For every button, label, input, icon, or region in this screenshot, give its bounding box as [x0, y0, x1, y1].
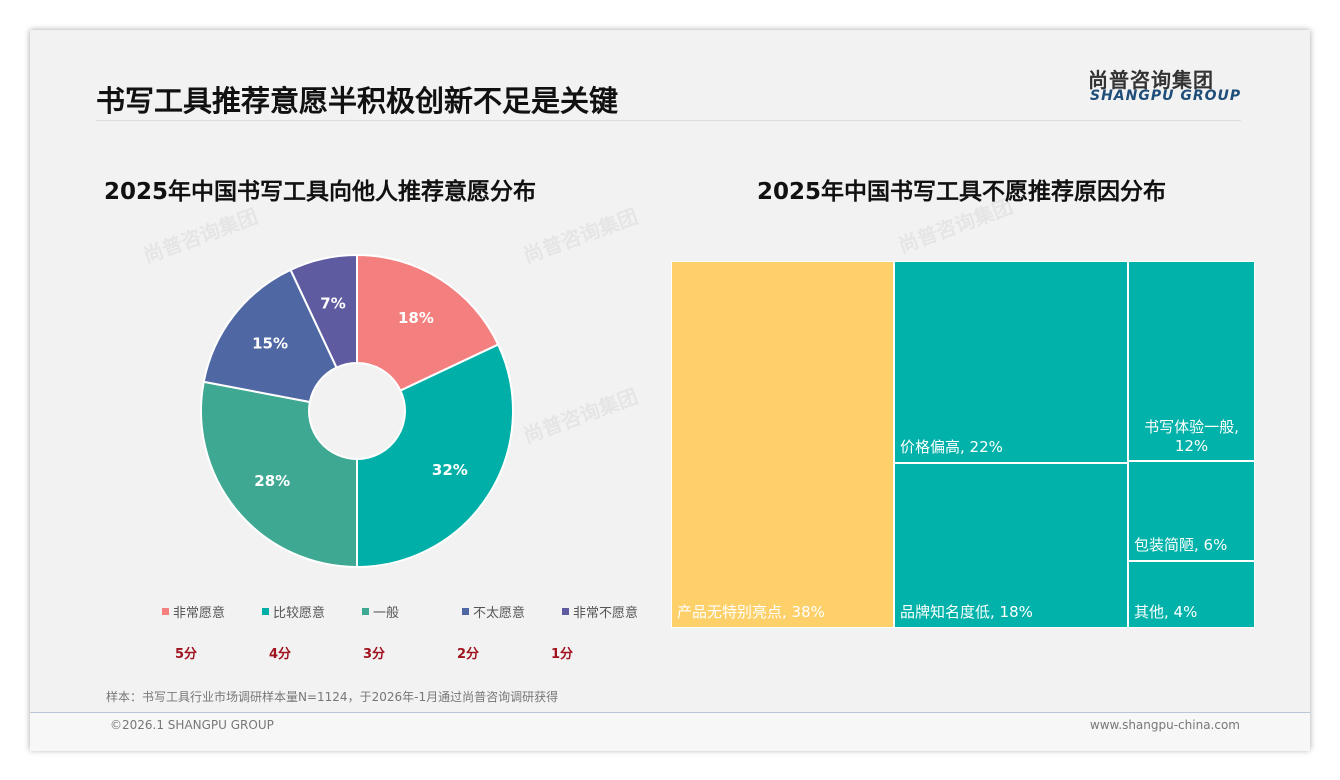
legend-swatch [162, 608, 169, 615]
score-row: 5分 4分 3分 2分 1分 [175, 643, 645, 662]
treemap-title: 2025年中国书写工具不愿推荐原因分布 [757, 179, 1167, 205]
treemap-cell: 品牌知名度低, 18% [894, 463, 1128, 628]
treemap-label: 产品无特别亮点, 38% [677, 603, 825, 621]
pie-legend: 非常愿意 比较愿意 一般 不太愿意 非常不愿意 [162, 602, 662, 621]
legend-item: 一般 [362, 602, 462, 621]
treemap-cell: 书写体验一般, 12% [1128, 261, 1255, 461]
divider [96, 120, 1241, 121]
pie-data-label: 15% [252, 335, 288, 353]
pie-title: 2025年中国书写工具向他人推荐意愿分布 [104, 179, 537, 205]
legend-label: 非常不愿意 [573, 606, 639, 621]
source-note: 样本：书写工具行业市场调研样本量N=1124，于2026年-1月通过尚普咨询调研… [106, 690, 559, 704]
pie-slice-1 [356, 343, 514, 569]
score-label: 2分 [457, 647, 480, 662]
treemap-cell: 产品无特别亮点, 38% [671, 261, 894, 628]
logo-subtext: SHANGPU GROUP [1090, 88, 1242, 104]
watermark: 尚普咨询集团 [520, 384, 641, 448]
treemap-label: 书写体验一般, 12% [1144, 418, 1239, 455]
score-label: 3分 [363, 647, 386, 662]
legend-label: 非常愿意 [173, 606, 226, 621]
legend-label: 一般 [373, 606, 400, 621]
pie-data-label: 7% [320, 295, 345, 313]
watermark: 尚普咨询集团 [520, 204, 641, 268]
treemap-label: 品牌知名度低, 18% [900, 603, 1033, 621]
website-link[interactable]: www.shangpu-china.com [1089, 718, 1240, 732]
legend-swatch [262, 608, 269, 615]
legend-label: 比较愿意 [273, 606, 326, 621]
legend-swatch [362, 608, 369, 615]
legend-item: 非常不愿意 [562, 602, 662, 621]
footer-bar [30, 712, 1310, 751]
treemap-label: 包装简陋, 6% [1134, 536, 1228, 554]
logo-text: 尚普咨询集团 [1088, 68, 1214, 92]
pie-slice-2 [200, 380, 358, 569]
score-label: 5分 [175, 647, 198, 662]
treemap-cell: 价格偏高, 22% [894, 261, 1128, 463]
treemap-cell: 包装简陋, 6% [1128, 461, 1255, 561]
donut-chart: 18% 32% 28% 15% 7% [200, 253, 514, 569]
legend-swatch [562, 608, 569, 615]
pie-data-label: 32% [432, 461, 468, 479]
slide: 尚普咨询集团 尚普咨询集团 尚普咨询集团 尚普咨询集团 书写工具推荐意愿半积极创… [30, 30, 1310, 751]
treemap-label: 其他, 4% [1134, 603, 1198, 621]
legend-item: 非常愿意 [162, 602, 262, 621]
pie-slice-3 [202, 268, 338, 404]
treemap-label: 价格偏高, 22% [900, 438, 1003, 456]
page-title: 书写工具推荐意愿半积极创新不足是关键 [96, 84, 619, 118]
legend-item: 比较愿意 [262, 602, 362, 621]
pie-slice-0 [356, 253, 500, 392]
copyright: ©2026.1 SHANGPU GROUP [110, 718, 274, 732]
treemap-cell: 其他, 4% [1128, 561, 1255, 628]
legend-item: 不太愿意 [462, 602, 562, 621]
legend-swatch [462, 608, 469, 615]
score-label: 4分 [269, 647, 292, 662]
pie-data-label: 18% [398, 309, 434, 327]
score-label: 1分 [551, 647, 574, 662]
pie-slice-4 [289, 253, 358, 369]
treemap-chart: 产品无特别亮点, 38% 价格偏高, 22% 品牌知名度低, 18% 书写体验一般, … [671, 261, 1255, 628]
legend-label: 不太愿意 [473, 606, 526, 621]
pie-data-label: 28% [254, 472, 290, 490]
